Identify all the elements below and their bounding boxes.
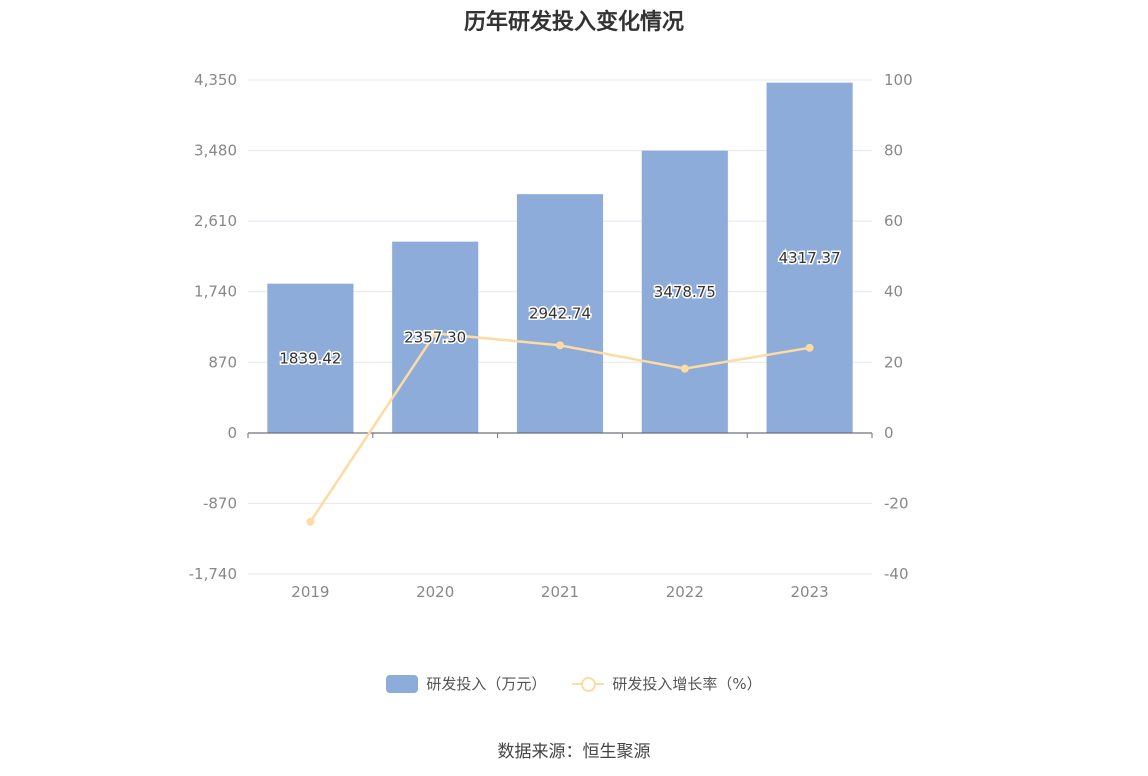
growth-point bbox=[306, 517, 315, 526]
bar bbox=[766, 82, 853, 433]
growth-point bbox=[556, 341, 564, 350]
left-tick-label: 2,610 bbox=[194, 212, 237, 230]
left-tick-label: 870 bbox=[208, 353, 237, 371]
right-tick-label: 60 bbox=[884, 212, 903, 230]
data-labels: 1839.42 2357.30 2942.74 3478.75 4317.37 bbox=[278, 247, 842, 369]
bar bbox=[267, 283, 354, 433]
bar bbox=[641, 150, 728, 433]
legend-item-bar[interactable]: 研发投入（万元） bbox=[386, 673, 546, 694]
line-series bbox=[306, 329, 814, 526]
bar-value-label: 4317.37 bbox=[779, 249, 841, 267]
right-tick-label: -20 bbox=[884, 494, 909, 512]
bar-value-label: 2357.30 bbox=[404, 328, 466, 346]
left-tick-label: 1,740 bbox=[194, 283, 237, 301]
left-tick-label: -870 bbox=[203, 494, 237, 512]
left-tick-label: 3,480 bbox=[194, 142, 237, 160]
right-tick-label: 40 bbox=[884, 283, 903, 301]
legend-line-swatch bbox=[572, 675, 605, 693]
x-tick-label: 2020 bbox=[416, 583, 454, 601]
growth-point bbox=[680, 364, 689, 373]
legend: 研发投入（万元） 研发投入增长率（%） bbox=[0, 673, 1148, 694]
bar-value-label: 1839.42 bbox=[279, 349, 341, 367]
right-tick-label: -40 bbox=[884, 565, 909, 583]
x-tick-label: 2022 bbox=[666, 583, 704, 601]
chart-title: 历年研发投入变化情况 bbox=[463, 10, 684, 35]
right-tick-label: 100 bbox=[884, 71, 913, 89]
legend-item-line[interactable]: 研发投入增长率（%） bbox=[572, 673, 762, 694]
legend-bar-swatch bbox=[386, 674, 419, 693]
bar-value-label: 2942.74 bbox=[529, 305, 591, 323]
left-tick-label: 4,350 bbox=[194, 71, 237, 89]
x-tick-label: 2023 bbox=[791, 583, 829, 601]
left-tick-label: 0 bbox=[227, 424, 237, 442]
bar bbox=[516, 194, 604, 433]
axes: 4,350 3,480 2,610 1,740 870 0 -870 -1,740 100 80 6… bbox=[189, 71, 913, 601]
legend-bar-label: 研发投入（万元） bbox=[426, 675, 547, 693]
legend-line-label: 研发投入增长率（%） bbox=[612, 675, 762, 693]
x-tick-label: 2019 bbox=[291, 583, 329, 601]
bar-series bbox=[267, 82, 853, 433]
x-tick-label: 2021 bbox=[541, 583, 579, 601]
growth-point bbox=[431, 329, 440, 338]
right-tick-label: 0 bbox=[884, 424, 894, 442]
right-tick-label: 20 bbox=[884, 353, 903, 371]
left-tick-label: -1,740 bbox=[189, 565, 237, 583]
source-note: 数据来源：恒生聚源 bbox=[497, 742, 651, 762]
bar-value-label: 3478.75 bbox=[654, 283, 716, 301]
growth-point bbox=[805, 343, 814, 352]
right-tick-label: 80 bbox=[884, 142, 903, 160]
